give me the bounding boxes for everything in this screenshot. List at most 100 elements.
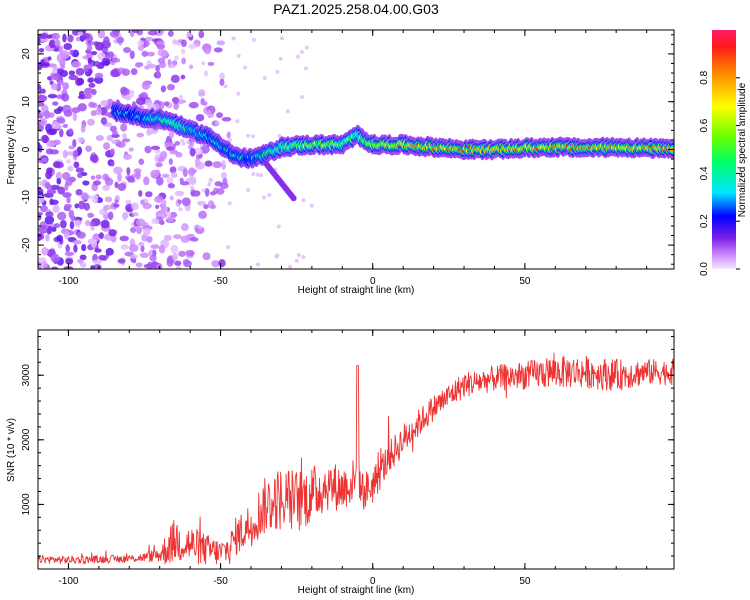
noise-cell: [85, 145, 92, 152]
noise-cell: [46, 189, 57, 195]
noise-cell: [94, 76, 104, 84]
noise-cell: [246, 188, 251, 193]
noise-cell: [63, 203, 73, 209]
noise-cell: [76, 172, 83, 179]
noise-cell: [46, 34, 53, 39]
noise-cell: [117, 258, 126, 264]
noise-cell: [91, 239, 98, 248]
noise-cell: [62, 192, 72, 198]
noise-cell: [126, 176, 135, 183]
noise-cell: [172, 96, 179, 105]
noise-cell: [62, 82, 70, 90]
noise-cell: [38, 94, 48, 102]
noise-cell: [166, 257, 174, 267]
noise-cell: [103, 36, 110, 45]
noise-cell: [38, 117, 48, 127]
noise-cell: [84, 92, 92, 100]
noise-cell: [180, 138, 185, 143]
noise-cell: [160, 85, 167, 93]
noise-cell: [155, 64, 160, 73]
noise-cell: [219, 78, 225, 86]
noise-cell: [87, 212, 95, 218]
noise-cell: [214, 181, 223, 187]
noise-cell: [45, 211, 54, 218]
noise-cell: [61, 93, 70, 102]
noise-cell: [84, 220, 91, 227]
noise-cell: [63, 109, 73, 117]
noise-cell: [138, 93, 147, 99]
noise-cell: [221, 162, 227, 170]
noise-cell: [140, 244, 145, 253]
noise-cell: [93, 41, 99, 47]
snr-marks: [38, 352, 674, 565]
noise-cell: [180, 235, 190, 243]
noise-cell: [132, 212, 139, 217]
noise-cell: [167, 183, 175, 189]
x-tick-label: -100: [58, 276, 78, 287]
noise-cell: [235, 119, 240, 124]
noise-cell: [91, 194, 99, 204]
noise-cell: [277, 133, 282, 138]
colorbar-tick-label: 0.2: [699, 214, 710, 228]
noise-cell: [77, 136, 85, 144]
noise-cell: [75, 36, 81, 42]
noise-cell: [101, 57, 111, 66]
noise-cell: [168, 158, 173, 165]
noise-cell: [211, 260, 220, 268]
noise-cell: [38, 62, 43, 71]
noise-cell: [130, 227, 137, 233]
noise-cell: [135, 97, 146, 106]
noise-cell: [197, 200, 207, 206]
noise-cell: [73, 149, 79, 157]
noise-cell: [181, 57, 187, 65]
y-tick-label: 0: [21, 146, 32, 152]
noise-cell: [83, 87, 94, 95]
noise-cell: [212, 161, 222, 169]
noise-cell: [135, 262, 143, 268]
y-tick-label: 20: [21, 48, 32, 60]
noise-cell: [59, 128, 64, 138]
noise-cell: [174, 141, 181, 146]
colorbar-ticks: 0.0 0.2 0.4 0.6 0.8: [699, 70, 740, 276]
noise-cell: [227, 201, 232, 206]
noise-cell: [182, 168, 188, 178]
noise-cell: [279, 36, 284, 41]
noise-cell: [122, 47, 132, 54]
noise-cell: [52, 204, 60, 213]
noise-cell: [215, 188, 225, 195]
noise-cell: [198, 30, 205, 39]
noise-cell: [38, 261, 42, 269]
noise-cell: [169, 211, 178, 218]
noise-cell: [87, 77, 94, 83]
noise-cell: [38, 37, 41, 46]
noise-cell: [143, 227, 151, 236]
noise-cell: [98, 232, 104, 240]
noise-cell: [243, 65, 248, 70]
noise-cell: [56, 68, 65, 74]
noise-cell: [89, 221, 95, 228]
noise-cell: [296, 252, 301, 257]
noise-cell: [126, 167, 131, 176]
noise-cell: [66, 196, 71, 204]
noise-cell: [117, 173, 122, 182]
noise-cell: [170, 244, 179, 254]
noise-cell: [57, 117, 66, 124]
noise-cell: [95, 174, 102, 180]
noise-cell: [167, 83, 176, 91]
noise-cell: [221, 160, 226, 165]
noise-cell: [76, 231, 86, 239]
noise-cell: [69, 49, 74, 55]
noise-cell: [198, 225, 203, 230]
noise-cell: [49, 112, 55, 118]
noise-cell: [40, 88, 46, 94]
noise-cell: [144, 145, 152, 154]
noise-cell: [112, 203, 120, 208]
noise-cell: [128, 244, 139, 252]
noise-cell: [52, 101, 59, 106]
noise-cell: [276, 224, 281, 229]
noise-cell: [129, 254, 138, 259]
colorbar-tick-label: 0.4: [699, 166, 710, 180]
colorbar-label: Normalized spectral amplitude: [737, 82, 748, 217]
noise-cell: [198, 88, 206, 97]
